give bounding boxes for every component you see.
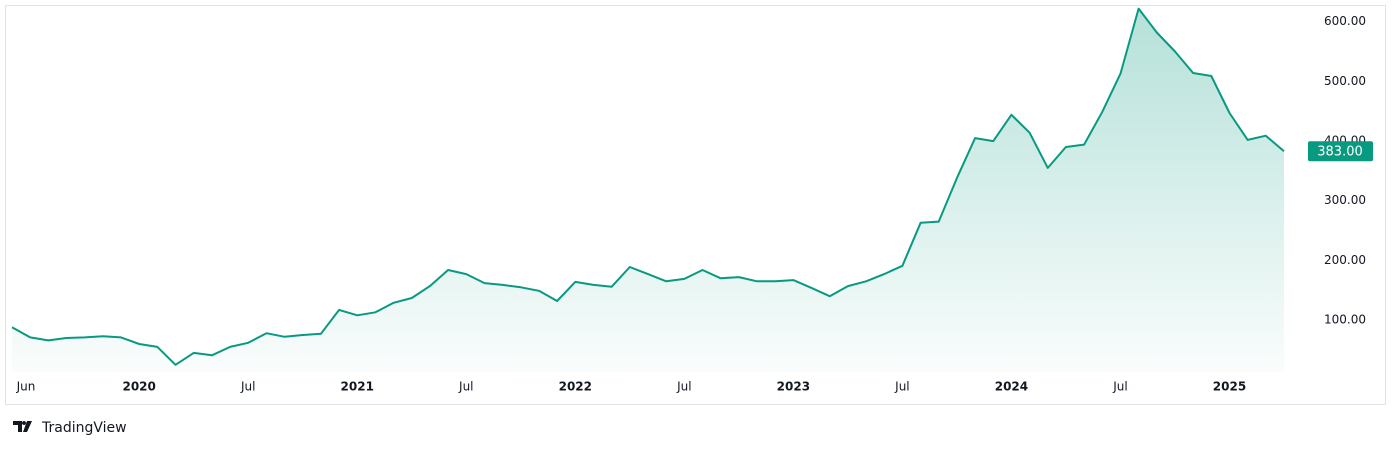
x-tick-label: Jul <box>458 380 473 394</box>
x-tick-label: 2022 <box>559 380 592 394</box>
x-tick-label: Jul <box>894 380 909 394</box>
x-tick-label: Jul <box>1112 380 1127 394</box>
watermark: TradingView <box>41 420 127 436</box>
price-label: 383.00 <box>1317 145 1363 160</box>
area-fill <box>12 8 1284 372</box>
x-tick-label: 2024 <box>995 380 1028 394</box>
price-label-box <box>1308 141 1373 162</box>
y-tick-label: 500.00 <box>1324 74 1366 88</box>
y-tick-label: 600.00 <box>1324 14 1366 28</box>
x-tick-label: 2025 <box>1213 380 1246 394</box>
logo: TradingView <box>13 420 127 436</box>
x-tick-label: Jun <box>16 380 36 394</box>
x-tick-label: 2021 <box>341 380 374 394</box>
x-tick-label: 2023 <box>777 380 810 394</box>
price-line <box>11 7 1285 366</box>
x-tick-label: 2020 <box>122 380 155 394</box>
chart-frame <box>5 5 1386 405</box>
y-tick-label: 300.00 <box>1324 193 1366 207</box>
y-tick-label: 100.00 <box>1324 313 1366 327</box>
x-tick-label: Jul <box>240 380 255 394</box>
x-tick-label: Jul <box>676 380 691 394</box>
y-tick-label: 200.00 <box>1324 253 1366 267</box>
